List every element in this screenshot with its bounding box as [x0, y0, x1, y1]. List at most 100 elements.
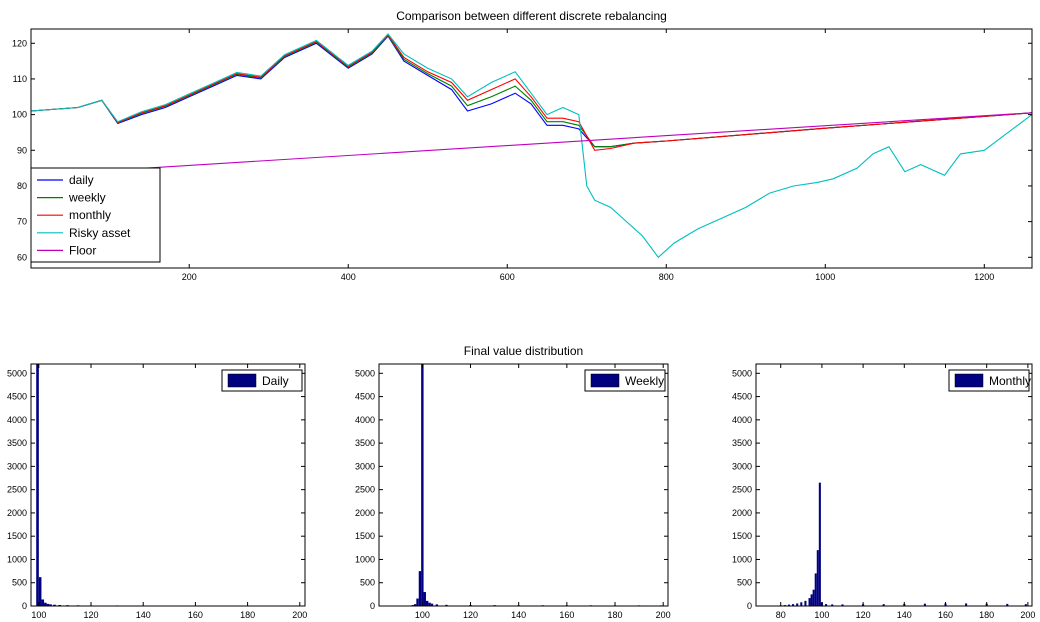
y-tick-label: 3000: [7, 461, 27, 471]
histogram-bar: [882, 604, 885, 606]
y-tick-label: 2000: [732, 508, 752, 518]
series-line-daily: [31, 35, 1032, 148]
histogram-bar: [825, 604, 828, 606]
x-tick-label: 120: [856, 610, 871, 620]
x-tick-label: 800: [659, 272, 674, 282]
x-tick-label: 180: [608, 610, 623, 620]
y-tick-label: 60: [17, 252, 27, 262]
line-chart-comparison: Comparison between different discrete re…: [12, 9, 1033, 282]
legend-swatch: [954, 373, 984, 388]
y-tick-label: 2500: [7, 485, 27, 495]
histogram-bar: [421, 364, 424, 606]
y-tick-label: 3000: [355, 461, 375, 471]
histogram-bar: [1024, 604, 1027, 606]
y-tick-label: 1500: [7, 531, 27, 541]
y-tick-label: 80: [17, 181, 27, 191]
y-tick-label: 1000: [7, 554, 27, 564]
x-tick-label: 100: [415, 610, 430, 620]
series-line-risky-asset: [31, 33, 1032, 259]
y-tick-label: 1000: [732, 554, 752, 564]
y-tick-label: 2500: [355, 485, 375, 495]
plot-area: [31, 33, 1032, 259]
x-tick-label: 80: [776, 610, 786, 620]
x-tick-label: 160: [559, 610, 574, 620]
histogram-bar: [423, 592, 426, 606]
legend-label: Monthly: [989, 374, 1031, 388]
series-line-monthly: [31, 33, 1032, 151]
x-tick-label: 100: [31, 610, 46, 620]
series-line-floor: [31, 112, 1032, 176]
y-tick-label: 4000: [355, 415, 375, 425]
y-tick-label: 5000: [7, 368, 27, 378]
legend-label: monthly: [69, 208, 111, 222]
legend-swatch: [227, 373, 257, 388]
y-tick-label: 3500: [7, 438, 27, 448]
y-tick-label: 1500: [732, 531, 752, 541]
y-tick-label: 500: [737, 578, 752, 588]
axes-frame: [30, 363, 306, 607]
y-tick-label: 100: [12, 110, 27, 120]
y-tick-label: 1500: [355, 531, 375, 541]
histogram-bar: [430, 603, 434, 606]
histogram-daily: 100 120 140 160 180 2000500100015002000250030…: [7, 363, 307, 620]
y-tick-label: 5000: [355, 368, 375, 378]
histogram-bar: [413, 604, 417, 606]
y-tick-label: 2000: [7, 508, 27, 518]
y-tick-label: 5000: [732, 368, 752, 378]
histogram-bar: [425, 600, 429, 606]
x-tick-label: 160: [188, 610, 203, 620]
y-tick-label: 120: [12, 38, 27, 48]
y-tick-label: 1000: [355, 554, 375, 564]
y-tick-label: 3500: [355, 438, 375, 448]
y-tick-label: 0: [370, 601, 375, 611]
y-tick-label: 90: [17, 145, 27, 155]
histogram-monthly: 80 100 120 140 160 180 20005001000150020002500…: [732, 363, 1035, 620]
x-tick-label: 120: [463, 610, 478, 620]
legend-label: Daily: [262, 374, 289, 388]
x-tick-label: 160: [938, 610, 953, 620]
histogram-bar: [800, 602, 803, 606]
y-tick-label: 4000: [7, 415, 27, 425]
y-tick-label: 3500: [732, 438, 752, 448]
x-tick-label: 140: [136, 610, 151, 620]
y-tick-label: 110: [13, 74, 27, 84]
x-tick-label: 140: [897, 610, 912, 620]
y-tick-label: 4000: [732, 415, 752, 425]
histogram-bar: [44, 602, 47, 606]
histogram-bar: [792, 604, 795, 606]
histogram-bar: [58, 604, 62, 606]
x-tick-label: 100: [814, 610, 829, 620]
histogram-bar: [923, 603, 926, 606]
histogram-bar: [804, 600, 807, 606]
legend-label: Floor: [69, 243, 96, 257]
histogram-bar: [816, 550, 819, 606]
histogram-bar: [831, 604, 834, 606]
y-tick-label: 4500: [732, 392, 752, 402]
y-tick-label: 500: [360, 578, 375, 588]
x-tick-label: 200: [182, 272, 197, 282]
histogram-bar: [1006, 603, 1009, 606]
histogram-bar: [808, 598, 811, 606]
histogram-bar: [38, 577, 42, 606]
y-tick-label: 3000: [732, 461, 752, 471]
histogram-bar: [965, 603, 968, 606]
axes-frame: [30, 28, 1033, 269]
histogram-bar: [41, 599, 45, 606]
histogram-bar: [818, 482, 821, 606]
histogram-bar: [435, 604, 439, 606]
y-tick-label: 4500: [7, 392, 27, 402]
x-tick-label: 200: [656, 610, 671, 620]
chart-title: Final value distribution: [464, 344, 583, 358]
histogram-bar: [787, 604, 790, 606]
histogram-bar: [416, 598, 419, 606]
x-tick-label: 140: [511, 610, 526, 620]
histogram-bar: [36, 364, 39, 606]
plot-area: [36, 364, 299, 606]
histogram-bar: [810, 594, 813, 606]
legend-label: Weekly: [625, 374, 664, 388]
legend-swatch: [590, 373, 620, 388]
x-tick-label: 180: [979, 610, 994, 620]
legend-label: Risky asset: [69, 226, 131, 240]
x-tick-label: 1000: [815, 272, 835, 282]
